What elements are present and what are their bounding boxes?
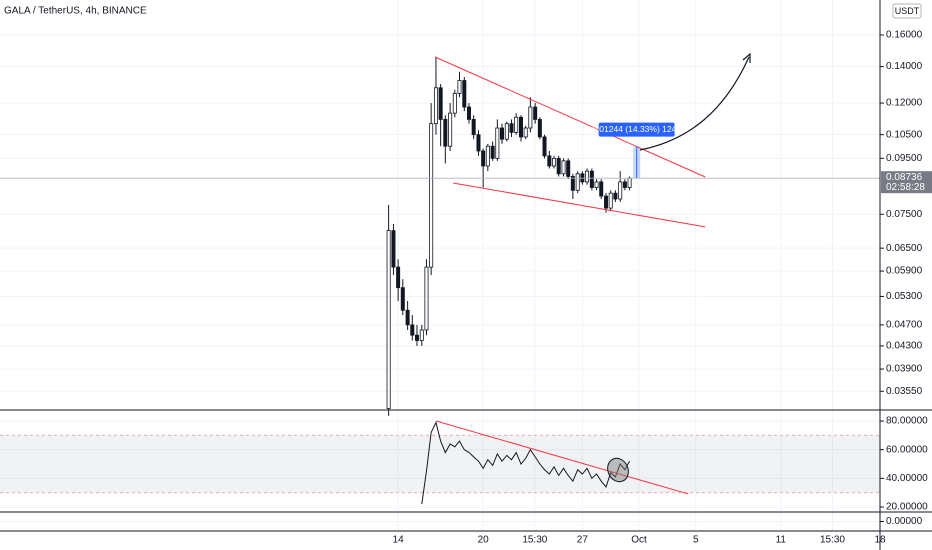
candle-body — [424, 266, 429, 331]
y-tick-label: 0.12000 — [886, 98, 923, 109]
candle-body — [552, 157, 557, 167]
x-tick-label: 5 — [693, 535, 699, 546]
candle-body — [613, 192, 618, 200]
measure-label: 0.01244 (14.33%) 1244 — [592, 124, 681, 134]
candle-body — [604, 195, 609, 209]
candle-body — [396, 266, 401, 289]
candle-body — [594, 181, 599, 188]
x-tick-label: 27 — [577, 535, 589, 546]
last-price-bg — [881, 171, 932, 194]
axes: 14 20 15:30 27 Oct 5 11 15:30 18 0.16000 0.14000 0.… — [393, 30, 932, 546]
candle-body — [518, 116, 523, 138]
oscillator-band — [0, 435, 880, 493]
candle-body — [419, 329, 424, 341]
y-tick-label: 0.14000 — [886, 61, 923, 72]
candle-body — [457, 80, 462, 94]
candle-body — [561, 160, 566, 175]
candle-body — [433, 87, 438, 125]
candle-body — [448, 112, 453, 147]
trendline — [434, 56, 706, 178]
candle-body — [570, 176, 575, 191]
y-tick-label: 0.03900 — [886, 364, 923, 375]
x-tick-label: 11 — [776, 535, 787, 546]
candle-body — [599, 181, 604, 197]
currency-label: USDT — [895, 6, 920, 16]
trendline — [435, 420, 689, 495]
measure-label-bg — [598, 122, 675, 137]
candle-body — [405, 309, 410, 326]
candle-body — [400, 287, 405, 311]
candle-body — [556, 157, 561, 175]
candle-body — [443, 118, 448, 147]
x-tick-label: 18 — [874, 535, 886, 546]
candle-body — [476, 134, 481, 152]
candle-body — [500, 127, 505, 140]
candle-body — [528, 106, 533, 129]
candle-body — [585, 170, 590, 183]
candle-body — [622, 181, 627, 188]
candle-body — [471, 118, 476, 136]
candle-body — [618, 181, 623, 200]
candle-body — [386, 230, 391, 409]
y-tick-label: 0.04300 — [886, 341, 923, 352]
y-tick-label: 0.10500 — [886, 129, 923, 140]
x-tick-label: 20 — [478, 535, 490, 546]
y-tick-label: 0.06500 — [886, 243, 923, 254]
candle-body — [462, 80, 467, 108]
y-tick-label: 0.05900 — [886, 266, 923, 277]
candle-body — [466, 106, 471, 120]
candle-body — [410, 324, 415, 336]
y-tick-label: 40.00000 — [886, 473, 928, 484]
y-tick-label: 0.07500 — [886, 209, 923, 220]
candle-body — [391, 230, 396, 268]
y-tick-label: 0.00000 — [886, 516, 923, 527]
candle-body — [537, 118, 542, 138]
candle-body — [575, 173, 580, 191]
oscillator-line — [421, 421, 631, 505]
candle-body — [438, 87, 443, 120]
candle-body — [514, 116, 519, 133]
highlight-ellipse — [607, 457, 629, 483]
candle-body — [485, 145, 490, 167]
candle-body — [481, 150, 486, 167]
candle-body — [542, 136, 547, 157]
countdown-label: 02:58:28 — [886, 182, 925, 193]
y-tick-label: 0.16000 — [886, 30, 923, 41]
chart-title: GALA / TetherUS, 4h, BINANCE — [4, 6, 147, 17]
y-tick-label: 0.09500 — [886, 153, 923, 164]
arrow-head — [742, 52, 751, 63]
candle-body — [627, 177, 632, 188]
candle-body — [490, 145, 495, 159]
candle-body — [547, 155, 552, 167]
last-price-label: 0.08736 — [886, 172, 923, 183]
y-tick-label: 0.05300 — [886, 291, 923, 302]
currency-badge[interactable] — [892, 3, 922, 19]
x-tick-label: Oct — [631, 535, 647, 546]
y-tick-label: 60.00000 — [886, 444, 928, 455]
x-tick-label: 14 — [393, 535, 405, 546]
plot: 0.01244 (14.33%) 1244 — [0, 56, 880, 505]
candle-body — [608, 192, 613, 209]
candle-body — [495, 127, 500, 159]
candle-body — [452, 93, 457, 114]
candle-body — [589, 170, 594, 188]
candle-body — [509, 123, 514, 133]
y-tick-label: 0.03550 — [886, 386, 923, 397]
projection-arrow — [639, 56, 750, 151]
trendline — [453, 182, 706, 228]
y-tick-label: 80.00000 — [886, 416, 928, 427]
x-tick-label: 15:30 — [522, 535, 547, 546]
candle-body — [414, 334, 419, 341]
candle-body — [566, 160, 571, 177]
candle-body — [429, 123, 434, 268]
y-tick-label: 20.00000 — [886, 502, 928, 513]
candle-body — [504, 123, 509, 140]
y-tick-label: 0.04700 — [886, 320, 923, 331]
x-tick-label: 15:30 — [820, 535, 845, 546]
candle-body — [533, 106, 538, 120]
candle-body — [523, 127, 528, 138]
